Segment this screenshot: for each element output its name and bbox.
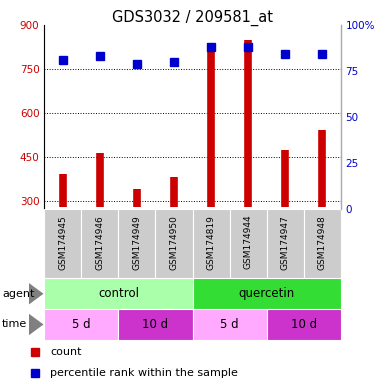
Text: 5 d: 5 d bbox=[72, 318, 90, 331]
Text: GSM174819: GSM174819 bbox=[206, 215, 216, 270]
Bar bbox=[44, 278, 192, 309]
Text: 10 d: 10 d bbox=[142, 318, 169, 331]
Text: GSM174948: GSM174948 bbox=[318, 215, 327, 270]
Bar bbox=[44, 209, 81, 278]
Text: GSM174944: GSM174944 bbox=[244, 215, 253, 270]
Text: GSM174947: GSM174947 bbox=[281, 215, 290, 270]
Polygon shape bbox=[29, 314, 44, 335]
Text: 10 d: 10 d bbox=[291, 318, 317, 331]
Bar bbox=[192, 278, 341, 309]
Bar bbox=[304, 209, 341, 278]
Bar bbox=[266, 209, 304, 278]
Bar bbox=[229, 209, 267, 278]
Text: time: time bbox=[2, 319, 27, 329]
Text: control: control bbox=[98, 287, 139, 300]
Text: GSM174946: GSM174946 bbox=[95, 215, 104, 270]
Text: GSM174945: GSM174945 bbox=[58, 215, 67, 270]
Text: quercetin: quercetin bbox=[238, 287, 295, 300]
Text: agent: agent bbox=[2, 289, 34, 299]
Bar bbox=[44, 309, 119, 340]
Text: 5 d: 5 d bbox=[220, 318, 239, 331]
Text: GDS3032 / 209581_at: GDS3032 / 209581_at bbox=[112, 10, 273, 26]
Text: GSM174950: GSM174950 bbox=[169, 215, 179, 270]
Bar bbox=[81, 209, 119, 278]
Polygon shape bbox=[29, 283, 44, 305]
Bar bbox=[156, 209, 192, 278]
Bar bbox=[192, 309, 267, 340]
Bar bbox=[192, 209, 229, 278]
Bar bbox=[119, 309, 192, 340]
Bar bbox=[266, 309, 341, 340]
Text: percentile rank within the sample: percentile rank within the sample bbox=[50, 368, 238, 378]
Bar bbox=[119, 209, 156, 278]
Text: count: count bbox=[50, 347, 82, 357]
Text: GSM174949: GSM174949 bbox=[132, 215, 141, 270]
